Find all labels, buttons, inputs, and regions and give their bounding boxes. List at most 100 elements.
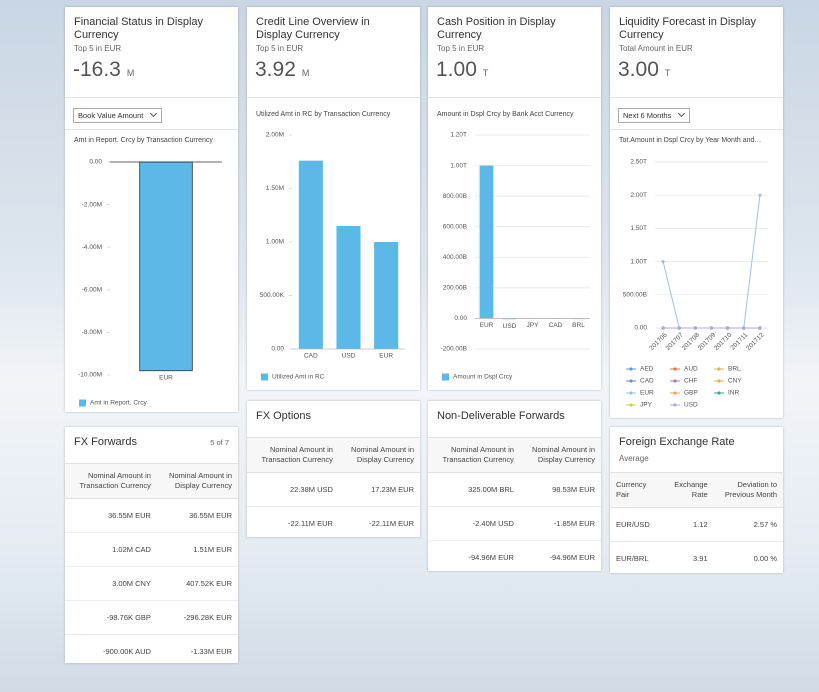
- kpi-value: 3.92 M: [255, 58, 309, 82]
- divider: [247, 97, 420, 98]
- kpi-unit: T: [482, 68, 489, 78]
- dropdown[interactable]: Book Value Amount: [73, 108, 163, 123]
- legend-dot: [629, 379, 633, 383]
- table-title: FX Forwards: [74, 436, 137, 448]
- table-cell: 1.12: [660, 507, 714, 542]
- card-title: Credit Line Overview in Display Currency: [256, 16, 370, 41]
- dropdown-text: Next 6 Months: [623, 111, 672, 120]
- kpi-number: -16.3: [73, 58, 121, 81]
- legend-label: EUR: [640, 390, 654, 397]
- point: [693, 326, 697, 330]
- legend-dot: [717, 391, 721, 395]
- table-card: Non-Deliverable Forwards Nominal Amount i…: [428, 401, 601, 571]
- table-row: 36.55M EUR 36.55M EUR: [65, 498, 238, 533]
- kpi-number: 3.00: [618, 58, 659, 81]
- y-tick-label: -2.00M: [82, 201, 102, 208]
- y-tick-label: 2.00M: [266, 132, 284, 139]
- chart: Amt in Report. Crcy by Transaction Curre…: [74, 137, 222, 407]
- table-title: Non-Deliverable Forwards: [437, 410, 565, 422]
- table-card: FX Forwards 5 of 7 Nominal Amount in Trans…: [65, 427, 238, 663]
- y-tick-label: 0.00: [89, 159, 102, 166]
- legend-label: INR: [728, 390, 740, 397]
- header-row: Nominal Amount in Transaction Currency No…: [247, 437, 420, 473]
- y-tick-label: 1.50T: [630, 225, 647, 232]
- chart-title: Utilized Amt in RC by Transaction Curren…: [256, 111, 391, 118]
- data-table: Nominal Amount in Transaction Currency No…: [247, 437, 420, 537]
- y-tick-label: 1.00T: [450, 162, 467, 169]
- table-cell: -296.28K EUR: [156, 600, 238, 635]
- kpi-number: 1.00: [436, 58, 477, 81]
- table-row: -94.96M EUR -94.96M EUR: [428, 540, 601, 571]
- divider: [610, 97, 783, 98]
- legend-label: Amt in Report. Crcy: [90, 400, 147, 407]
- table-cell: -1.85M EUR: [519, 506, 601, 541]
- bar: [298, 160, 323, 349]
- table-cell: 1.51M EUR: [156, 532, 238, 567]
- legend-dot: [673, 367, 677, 371]
- legend-dot: [629, 391, 633, 395]
- legend-swatch: [442, 373, 449, 381]
- x-tick-label: EUR: [379, 353, 393, 360]
- dropdown[interactable]: Next 6 Months: [618, 108, 691, 123]
- legend-label: Utilized Amt in RC: [272, 374, 325, 381]
- kpi-value: 1.00 T: [436, 58, 488, 82]
- table-row: EUR/BRL 3.91 0.00 %: [610, 541, 783, 573]
- card-subtitle: Top 5 in EUR: [74, 44, 122, 53]
- legend-label: CNY: [728, 378, 742, 385]
- table-cell: EUR/USD: [610, 507, 661, 542]
- bar: [374, 242, 399, 349]
- kpi-unit: T: [664, 68, 671, 78]
- table-cell: -22.11M EUR: [338, 506, 420, 537]
- kpi-number: 3.92: [255, 58, 296, 81]
- x-tick-label: JPY: [527, 322, 540, 329]
- point: [709, 326, 714, 330]
- column-header: Exchange Rate: [660, 472, 714, 508]
- table-cell: EUR/BRL: [610, 541, 661, 573]
- point: [758, 193, 762, 197]
- card-title: Cash Position in Display Currency: [437, 16, 556, 41]
- table-cell: 22.38M USD: [247, 472, 339, 507]
- legend-label: USD: [684, 402, 698, 409]
- x-tick-label: USD: [342, 353, 356, 360]
- table-cell: 3.91: [660, 541, 714, 573]
- chart-title: Amt in Report. Crcy by Transaction Curre…: [74, 137, 213, 144]
- x-tick-label: USD: [503, 323, 517, 330]
- card-subtitle: Top 5 in EUR: [256, 44, 304, 53]
- legend-label: Amount in Dspl Crcy: [453, 374, 513, 381]
- legend-label: BRL: [728, 366, 741, 373]
- kpi-unit: M: [301, 68, 310, 78]
- row-count: 5 of 7: [210, 438, 229, 447]
- kpi-card: Credit Line Overview in Display Currency…: [247, 7, 420, 390]
- y-tick-label: 2.50T: [630, 159, 647, 166]
- table-cell: -94.96M EUR: [519, 540, 601, 571]
- legend-label: GBP: [684, 390, 698, 397]
- bar: [336, 225, 361, 349]
- x-tick-label: EUR: [159, 374, 173, 381]
- y-tick-label: -6.00M: [82, 287, 102, 294]
- data-table: Currency Pair Exchange Rate Deviation to P…: [610, 472, 783, 573]
- x-tick-label: 201712: [745, 331, 766, 352]
- y-tick-label: -10.00M: [78, 372, 102, 379]
- point: [726, 326, 730, 330]
- dropdown-text: Book Value Amount: [78, 111, 144, 120]
- y-tick-label: 200.00B: [443, 285, 467, 292]
- legend-dot: [673, 391, 677, 395]
- table-cell: 36.55M EUR: [65, 498, 157, 533]
- legend-dot: [673, 403, 677, 407]
- legend-dot: [673, 379, 677, 383]
- table-row: 22.38M USD 17.23M EUR: [247, 472, 420, 507]
- table-row: -98.76K GBP -296.28K EUR: [65, 600, 238, 635]
- legend-label: CHF: [684, 378, 697, 385]
- y-tick-label: 1.00M: [266, 239, 284, 246]
- divider: [428, 97, 601, 98]
- column-header: Currency Pair: [610, 472, 661, 508]
- y-tick-label: 1.00T: [630, 258, 647, 265]
- y-tick-label: 800.00B: [443, 193, 467, 200]
- y-tick-label: 400.00B: [443, 254, 467, 261]
- card-subtitle: Total Amount in EUR: [619, 44, 693, 53]
- column-header: Deviation to Previous Month: [713, 472, 783, 508]
- header-row: Nominal Amount in Transaction Currency No…: [65, 463, 238, 499]
- legend-dot: [717, 379, 721, 383]
- table-cell: 0.00 %: [713, 541, 783, 573]
